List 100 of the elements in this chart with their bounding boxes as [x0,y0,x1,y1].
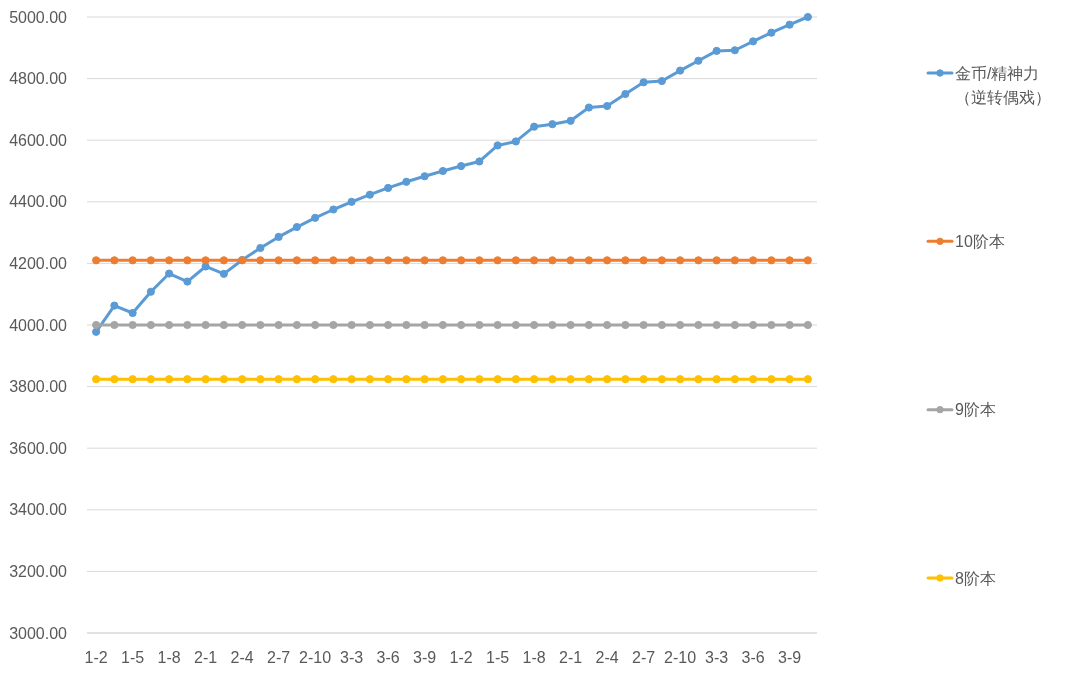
point [639,78,648,87]
point [584,256,593,265]
point [639,256,648,265]
point [402,375,411,384]
legend-label: 10阶本 [955,232,1005,250]
point [384,375,393,384]
point [183,320,192,330]
point [712,320,721,330]
point [730,320,739,330]
point [292,320,301,330]
point [785,320,794,330]
y-tick-label: 3800.00 [9,378,68,396]
point [438,320,447,330]
point [311,256,320,265]
point [92,320,101,330]
point [110,256,119,265]
point [475,320,484,330]
point [767,375,776,384]
point [566,256,575,265]
point [92,375,101,384]
point [457,375,466,384]
point [438,375,447,384]
point [110,375,119,384]
x-tick-label: 3-6 [376,649,400,666]
point [201,262,210,271]
point [438,256,447,265]
point [493,256,502,265]
point [657,256,666,265]
point [274,375,283,384]
point [584,375,593,384]
point [712,256,721,265]
point [676,256,685,265]
point [311,320,320,330]
point [128,308,137,318]
point [603,101,612,111]
point [256,243,265,253]
y-tick-label: 4400.00 [9,193,68,211]
x-tick-label: 2-4 [595,649,619,666]
point [785,20,794,29]
point [165,256,174,265]
point [183,256,192,265]
point [438,166,447,176]
point [566,116,575,125]
point [219,269,228,278]
point [146,256,155,265]
point [183,375,192,384]
point [420,256,429,265]
x-tick-label: 3-6 [741,649,765,666]
point [767,256,776,265]
point [329,375,338,384]
x-tick-label: 3-9 [413,649,437,666]
point [493,320,502,330]
point [219,256,228,265]
x-tick-label: 2-7 [267,649,291,666]
point [329,256,338,265]
point [530,256,539,265]
x-tick-label: 2-10 [299,649,332,666]
point [803,320,812,330]
point [165,320,174,330]
point [694,56,703,65]
point [511,137,520,146]
point [566,375,575,384]
point [749,320,758,330]
point [530,122,539,131]
point [347,375,356,384]
point [657,375,666,384]
point [511,256,520,265]
point [347,197,356,206]
point [457,256,466,265]
x-tick-label: 3-9 [778,649,802,666]
point [347,320,356,330]
point [639,375,648,384]
point [311,213,320,222]
point [475,375,484,384]
point [183,277,192,286]
y-tick-label: 3400.00 [9,501,68,519]
point [365,320,374,330]
point [493,375,502,384]
point [530,320,539,330]
point [365,256,374,265]
point [292,222,301,232]
point [146,375,155,384]
point [548,375,557,384]
point [785,256,794,265]
point [365,375,374,384]
point [676,66,685,75]
point [92,256,101,265]
x-tick-label: 2-4 [230,649,254,666]
point [621,375,630,384]
point [621,89,630,99]
point [712,375,721,384]
point [676,320,685,330]
point [274,232,283,242]
legend-label: 8阶本 [955,569,996,587]
point [749,37,758,46]
point [584,320,593,330]
point [475,157,484,166]
x-tick-label: 1-8 [157,649,181,666]
y-tick-label: 4200.00 [9,255,68,272]
y-tick-label: 3200.00 [9,563,68,580]
